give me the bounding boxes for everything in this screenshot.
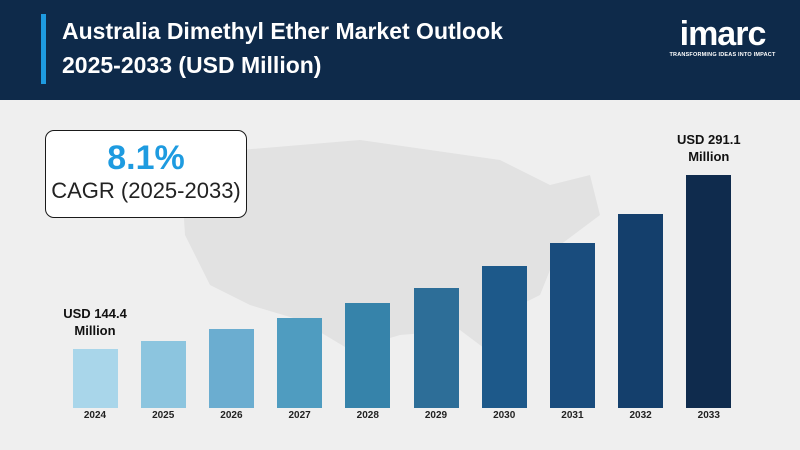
data-label: USD 144.4 Million bbox=[63, 306, 127, 338]
logo-tagline: TRANSFORMING IDEAS INTO IMPACT bbox=[669, 52, 776, 58]
bar bbox=[277, 318, 323, 408]
bar bbox=[413, 288, 459, 408]
logo: imarc TRANSFORMING IDEAS INTO IMPACT bbox=[660, 16, 785, 58]
x-tick-label: 2028 bbox=[356, 410, 379, 421]
chart-title: Australia Dimethyl Ether Market Outlook … bbox=[62, 18, 503, 78]
x-tick-label: 2031 bbox=[561, 410, 584, 421]
bar bbox=[345, 302, 391, 408]
x-tick-label: 2026 bbox=[220, 410, 243, 421]
cagr-box: 8.1% CAGR (2025-2033) bbox=[45, 130, 247, 218]
bar bbox=[618, 214, 664, 408]
x-tick-label: 2030 bbox=[493, 410, 516, 421]
bar bbox=[549, 243, 595, 408]
x-tick-label: 2032 bbox=[629, 410, 652, 421]
bar bbox=[140, 341, 186, 408]
x-tick-label: 2033 bbox=[697, 410, 720, 421]
x-tick-label: 2027 bbox=[288, 410, 311, 421]
x-tick-label: 2024 bbox=[83, 410, 107, 421]
accent-bar bbox=[41, 14, 46, 84]
bar bbox=[686, 175, 732, 408]
data-label: USD 291.1 Million bbox=[677, 132, 741, 164]
cagr-value: 8.1% bbox=[107, 139, 185, 177]
bar bbox=[481, 265, 527, 408]
cagr-caption: CAGR (2025-2033) bbox=[51, 178, 241, 203]
bar bbox=[72, 349, 118, 408]
bar bbox=[208, 328, 254, 408]
header: Australia Dimethyl Ether Market Outlook … bbox=[0, 0, 800, 100]
x-tick-label: 2029 bbox=[424, 410, 448, 421]
x-tick-label: 2025 bbox=[152, 410, 175, 421]
logo-name: imarc bbox=[679, 15, 767, 53]
